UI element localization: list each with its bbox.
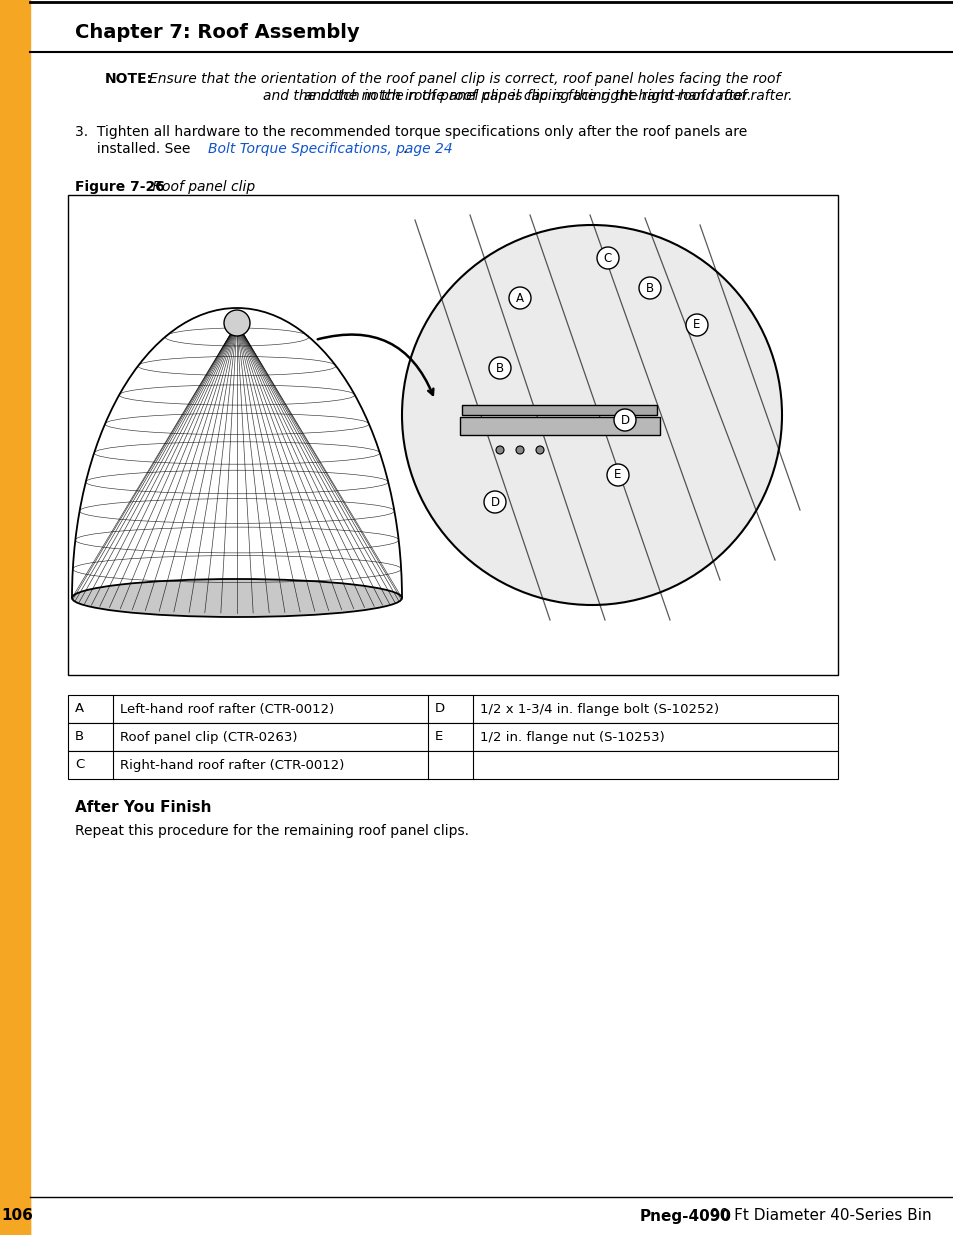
Circle shape <box>224 310 250 336</box>
Circle shape <box>496 446 503 454</box>
Text: Left-hand roof rafter (CTR-0012): Left-hand roof rafter (CTR-0012) <box>120 703 334 715</box>
Bar <box>68 722 837 751</box>
Text: E: E <box>693 319 700 331</box>
Bar <box>0 0 30 1235</box>
Text: A: A <box>75 703 84 715</box>
Bar <box>461 405 657 415</box>
Circle shape <box>597 247 618 269</box>
Circle shape <box>685 314 707 336</box>
Circle shape <box>401 225 781 605</box>
Text: Chapter 7: Roof Assembly: Chapter 7: Roof Assembly <box>75 22 359 42</box>
Text: B: B <box>645 282 654 294</box>
Text: Pneg-4090: Pneg-4090 <box>639 1209 731 1224</box>
Text: and the notch in the roof panel clip is facing the right-hand roof rafter.: and the notch in the roof panel clip is … <box>263 89 751 103</box>
Text: C: C <box>75 758 84 772</box>
Circle shape <box>516 446 523 454</box>
Text: installed. See: installed. See <box>75 142 194 156</box>
Circle shape <box>536 446 543 454</box>
Bar <box>68 195 837 676</box>
Circle shape <box>639 277 660 299</box>
Text: Figure 7-26: Figure 7-26 <box>75 180 165 194</box>
Circle shape <box>483 492 505 513</box>
Text: NOTE:: NOTE: <box>105 72 153 86</box>
Bar <box>68 695 837 722</box>
Text: Repeat this procedure for the remaining roof panel clips.: Repeat this procedure for the remaining … <box>75 824 469 839</box>
Text: Roof panel clip (CTR-0263): Roof panel clip (CTR-0263) <box>120 730 297 743</box>
Text: E: E <box>614 468 621 482</box>
Text: 1/2 x 1-3/4 in. flange bolt (S-10252): 1/2 x 1-3/4 in. flange bolt (S-10252) <box>479 703 719 715</box>
Text: C: C <box>603 252 612 264</box>
Text: D: D <box>490 495 499 509</box>
Text: Roof panel clip: Roof panel clip <box>148 180 254 194</box>
Text: After You Finish: After You Finish <box>75 800 212 815</box>
Text: 3.  Tighten all hardware to the recommended torque specifications only after the: 3. Tighten all hardware to the recommend… <box>75 125 746 140</box>
Text: .: . <box>402 142 407 156</box>
Text: A: A <box>516 291 523 305</box>
Text: E: E <box>435 730 443 743</box>
Text: 90 Ft Diameter 40-Series Bin: 90 Ft Diameter 40-Series Bin <box>704 1209 931 1224</box>
Bar <box>0 1195 30 1235</box>
Circle shape <box>606 464 628 487</box>
Bar <box>459 417 659 435</box>
Text: 1/2 in. flange nut (S-10253): 1/2 in. flange nut (S-10253) <box>479 730 664 743</box>
Ellipse shape <box>71 579 401 618</box>
Text: D: D <box>619 414 629 426</box>
Text: D: D <box>435 703 445 715</box>
Text: Right-hand roof rafter (CTR-0012): Right-hand roof rafter (CTR-0012) <box>120 758 344 772</box>
Text: B: B <box>75 730 84 743</box>
Circle shape <box>489 357 511 379</box>
Text: Ensure that the orientation of the roof panel clip is correct, roof panel holes : Ensure that the orientation of the roof … <box>149 72 780 86</box>
Text: 106: 106 <box>1 1209 33 1224</box>
Text: B: B <box>496 362 503 374</box>
Bar <box>68 751 837 779</box>
Circle shape <box>509 287 531 309</box>
Text: and the notch in the roof panel clip is facing the right-hand roof rafter.: and the notch in the roof panel clip is … <box>304 89 792 103</box>
Text: Bolt Torque Specifications, page 24: Bolt Torque Specifications, page 24 <box>208 142 453 156</box>
Circle shape <box>614 409 636 431</box>
